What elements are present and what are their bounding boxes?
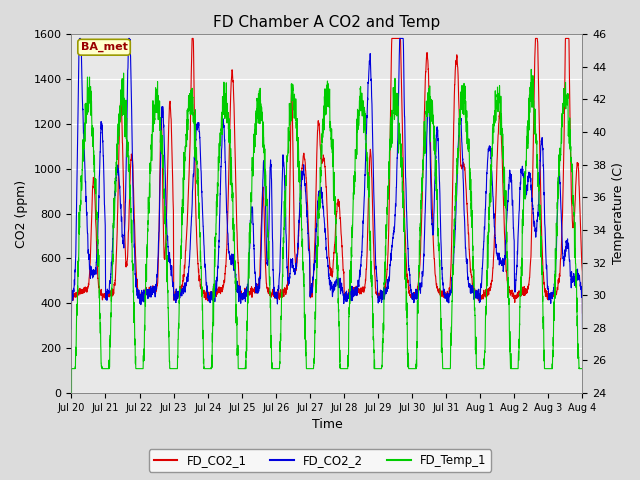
FD_CO2_1 <box>159 215 167 221</box>
FD_CO2_1 <box>578 262 586 267</box>
X-axis label: Time: Time <box>312 419 342 432</box>
Y-axis label: CO2 (ppm): CO2 (ppm) <box>15 180 28 248</box>
Line: FD_CO2_2: FD_CO2_2 <box>72 38 582 329</box>
FD_Temp_1 <box>413 339 420 345</box>
Line: FD_Temp_1: FD_Temp_1 <box>72 69 582 480</box>
Title: FD Chamber A CO2 and Temp: FD Chamber A CO2 and Temp <box>213 15 440 30</box>
FD_Temp_1 <box>159 152 167 158</box>
FD_CO2_2 <box>68 326 76 332</box>
FD_CO2_2 <box>579 326 586 332</box>
FD_CO2_2 <box>470 295 478 301</box>
FD_CO2_1 <box>442 293 449 299</box>
FD_Temp_1 <box>579 366 586 372</box>
FD_CO2_2 <box>76 36 83 41</box>
FD_CO2_1 <box>413 289 420 295</box>
Line: FD_CO2_1: FD_CO2_1 <box>72 38 582 328</box>
FD_CO2_1 <box>308 290 316 296</box>
FD_CO2_1 <box>470 288 478 294</box>
FD_Temp_1 <box>578 366 586 372</box>
Y-axis label: Temperature (C): Temperature (C) <box>612 163 625 264</box>
FD_Temp_1 <box>441 366 449 372</box>
FD_CO2_1 <box>579 310 586 316</box>
FD_CO2_2 <box>413 295 420 301</box>
FD_Temp_1 <box>527 66 535 72</box>
FD_Temp_1 <box>308 366 316 372</box>
FD_Temp_1 <box>470 280 478 286</box>
Legend: FD_CO2_1, FD_CO2_2, FD_Temp_1: FD_CO2_1, FD_CO2_2, FD_Temp_1 <box>149 449 491 472</box>
FD_CO2_2 <box>159 116 167 122</box>
FD_CO2_1 <box>188 36 196 41</box>
FD_CO2_2 <box>442 292 449 298</box>
FD_CO2_1 <box>68 325 76 331</box>
FD_CO2_2 <box>578 288 586 294</box>
Text: BA_met: BA_met <box>81 42 127 52</box>
FD_CO2_2 <box>308 282 316 288</box>
